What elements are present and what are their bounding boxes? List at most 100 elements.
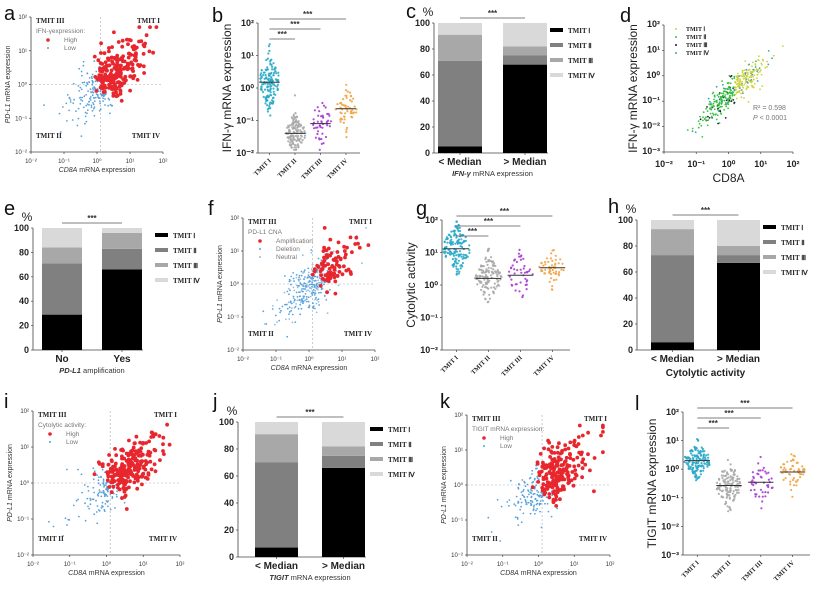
- x-tick-label: 10⁻¹: [687, 159, 705, 169]
- data-point: [352, 112, 355, 115]
- data-point: [295, 303, 297, 305]
- x-axis-label: IFN-γ mRNA expression: [452, 169, 533, 178]
- bar-segment: [503, 55, 547, 65]
- data-point: [89, 503, 92, 506]
- data-point: [740, 96, 743, 99]
- data-point: [771, 57, 773, 60]
- data-point: [576, 435, 581, 439]
- y-tick-label: 10⁻¹: [15, 116, 27, 122]
- data-point: [756, 80, 759, 82]
- data-point: [90, 104, 93, 107]
- data-point: [545, 257, 549, 260]
- data-point: [727, 107, 729, 110]
- data-point: [300, 130, 304, 134]
- data-point: [732, 471, 735, 474]
- data-point: [344, 268, 349, 273]
- data-point: [728, 99, 731, 102]
- data-point: [457, 230, 460, 233]
- data-point: [153, 432, 158, 437]
- data-point: [332, 271, 337, 276]
- significance-label: ***: [278, 30, 288, 39]
- data-point: [302, 272, 304, 274]
- data-point: [113, 86, 118, 91]
- x-tick-label: TMIT III: [741, 559, 765, 583]
- legend-label: TMIT Ⅰ: [568, 27, 590, 35]
- data-point: [723, 469, 726, 472]
- data-point: [319, 273, 323, 278]
- data-point: [720, 496, 723, 499]
- data-point: [149, 435, 154, 439]
- data-point: [300, 307, 303, 310]
- data-point: [726, 458, 730, 462]
- data-point: [759, 455, 762, 459]
- data-point: [571, 457, 576, 462]
- bar-segment: [717, 262, 760, 350]
- legend-title: Cytolytic activity:: [38, 422, 86, 429]
- y-tick-label: 10¹: [454, 448, 463, 454]
- data-point: [742, 91, 744, 93]
- data-point: [524, 485, 527, 488]
- data-point: [328, 270, 333, 275]
- data-point: [119, 56, 124, 61]
- data-point: [313, 280, 316, 282]
- data-point: [341, 103, 344, 106]
- data-point: [337, 270, 342, 274]
- data-point: [529, 491, 532, 494]
- data-point: [301, 254, 304, 257]
- data-point: [455, 236, 458, 239]
- x-axis-label-gene: CD8A: [68, 570, 87, 577]
- data-point: [726, 489, 729, 492]
- data-point: [446, 241, 449, 244]
- data-point: [115, 58, 120, 63]
- data-point: [309, 295, 312, 298]
- data-point: [726, 98, 729, 100]
- data-point: [533, 492, 536, 495]
- data-point: [292, 142, 295, 146]
- data-point: [457, 259, 460, 262]
- data-point: [260, 87, 263, 90]
- data-point: [795, 484, 798, 487]
- panel-letter: b: [212, 5, 223, 27]
- data-point: [112, 30, 116, 35]
- data-point: [92, 107, 95, 110]
- data-point: [271, 305, 274, 307]
- data-point: [140, 482, 144, 487]
- data-point: [86, 112, 88, 115]
- data-point: [482, 275, 485, 279]
- data-point: [312, 305, 315, 308]
- y-tick-label: 10⁻²: [227, 348, 239, 354]
- data-point: [724, 88, 727, 90]
- data-point: [313, 294, 316, 296]
- data-point: [544, 263, 547, 266]
- data-point: [742, 86, 744, 89]
- data-point: [455, 220, 458, 223]
- data-point: [743, 83, 746, 86]
- data-point: [705, 116, 707, 119]
- data-point: [271, 308, 274, 310]
- bar-segment: [255, 422, 298, 435]
- data-point: [718, 93, 721, 95]
- data-point: [343, 118, 346, 121]
- data-point: [321, 126, 324, 129]
- bar-segment: [42, 314, 82, 350]
- data-point: [480, 264, 483, 267]
- data-point: [302, 285, 304, 287]
- data-point: [751, 471, 755, 474]
- data-point: [707, 462, 711, 465]
- significance-label: ***: [488, 9, 498, 18]
- data-point: [731, 77, 734, 80]
- data-point: [92, 103, 95, 106]
- data-point: [459, 245, 462, 248]
- data-point: [721, 490, 724, 493]
- significance-label: ***: [724, 409, 734, 418]
- data-point: [716, 114, 719, 117]
- data-point: [754, 482, 758, 485]
- data-point: [106, 462, 111, 467]
- data-point: [687, 462, 690, 465]
- data-point: [311, 294, 314, 296]
- data-point: [451, 264, 454, 267]
- data-point: [765, 472, 768, 475]
- data-point: [324, 248, 329, 253]
- bar-segment: [438, 60, 482, 147]
- data-point: [287, 126, 290, 129]
